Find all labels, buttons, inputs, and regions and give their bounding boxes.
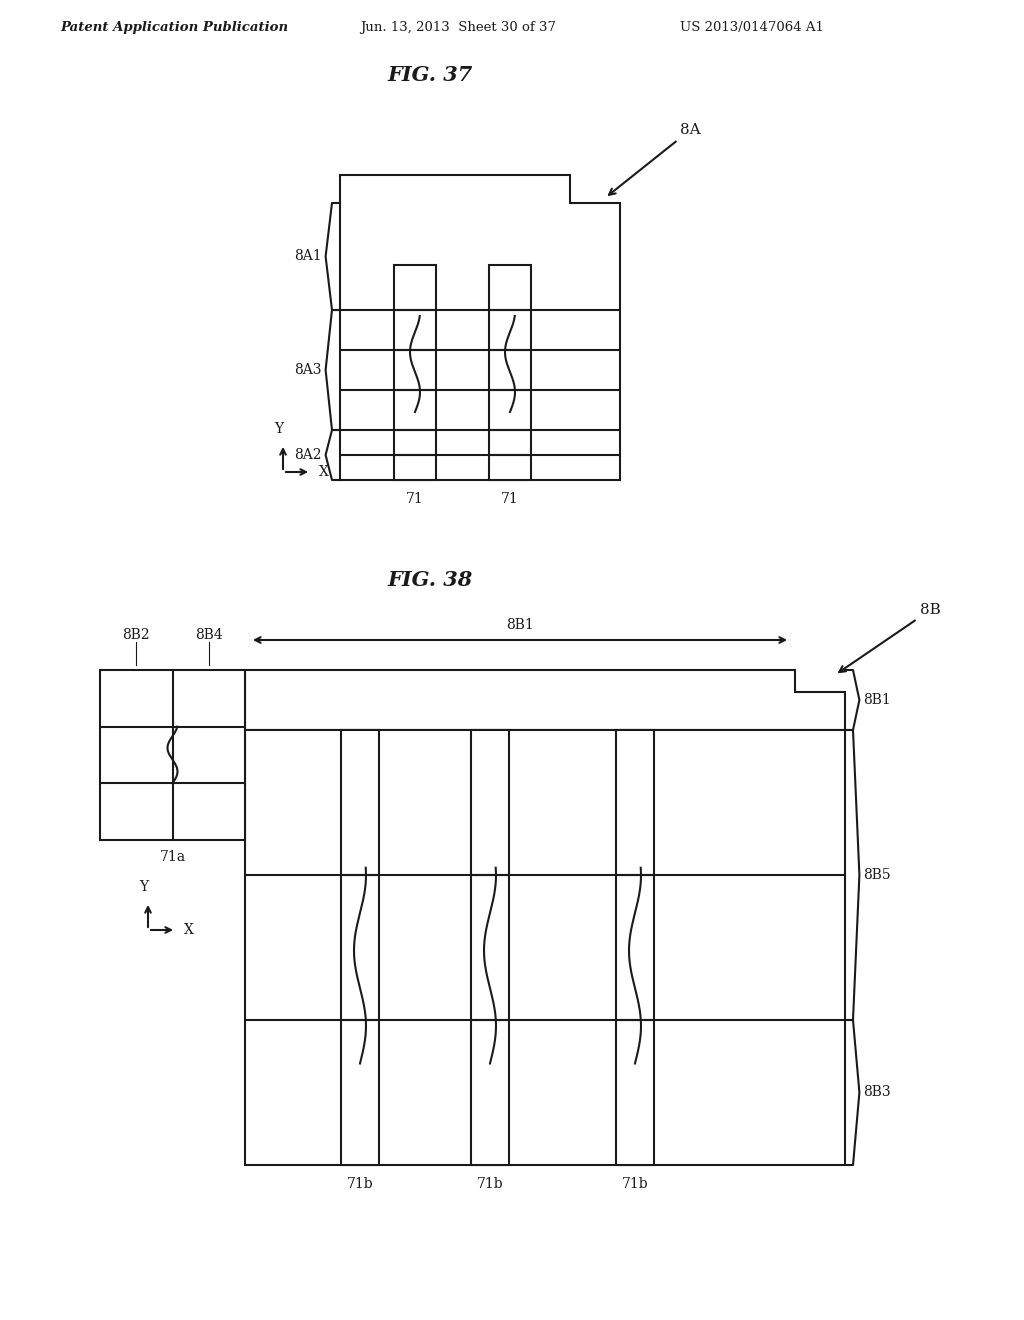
Text: X: X bbox=[319, 465, 329, 479]
Bar bbox=[394, 265, 436, 480]
Bar bbox=[245, 730, 845, 1166]
Text: US 2013/0147064 A1: US 2013/0147064 A1 bbox=[680, 21, 824, 33]
Text: 8B1: 8B1 bbox=[863, 693, 891, 708]
Text: Y: Y bbox=[274, 422, 284, 436]
Text: FIG. 38: FIG. 38 bbox=[387, 570, 473, 590]
Text: 71b: 71b bbox=[477, 1177, 504, 1191]
Text: 71: 71 bbox=[501, 492, 519, 506]
Text: X: X bbox=[184, 923, 194, 937]
Text: 8B: 8B bbox=[840, 603, 941, 672]
Text: 8A1: 8A1 bbox=[294, 249, 322, 264]
Text: 71a: 71a bbox=[160, 850, 185, 865]
Bar bbox=[471, 730, 509, 1166]
Text: Y: Y bbox=[139, 880, 148, 894]
Polygon shape bbox=[340, 176, 620, 480]
Text: 8B5: 8B5 bbox=[863, 869, 891, 882]
Text: Patent Application Publication: Patent Application Publication bbox=[60, 21, 288, 33]
Polygon shape bbox=[245, 671, 845, 730]
Text: 8A3: 8A3 bbox=[294, 363, 322, 378]
Text: 8B2: 8B2 bbox=[123, 628, 151, 642]
Bar bbox=[341, 730, 379, 1166]
Text: Jun. 13, 2013  Sheet 30 of 37: Jun. 13, 2013 Sheet 30 of 37 bbox=[360, 21, 556, 33]
Text: FIG. 37: FIG. 37 bbox=[387, 65, 473, 84]
Text: 8B4: 8B4 bbox=[195, 628, 222, 642]
Text: 8A: 8A bbox=[609, 123, 700, 195]
Text: 8B3: 8B3 bbox=[863, 1085, 891, 1100]
Text: 71: 71 bbox=[407, 492, 424, 506]
Text: 8B1: 8B1 bbox=[506, 618, 534, 632]
Bar bbox=[100, 671, 245, 840]
Bar bbox=[616, 730, 654, 1166]
Bar bbox=[489, 265, 531, 480]
Text: 71b: 71b bbox=[347, 1177, 374, 1191]
Text: 8A2: 8A2 bbox=[294, 447, 322, 462]
Text: 71b: 71b bbox=[622, 1177, 648, 1191]
